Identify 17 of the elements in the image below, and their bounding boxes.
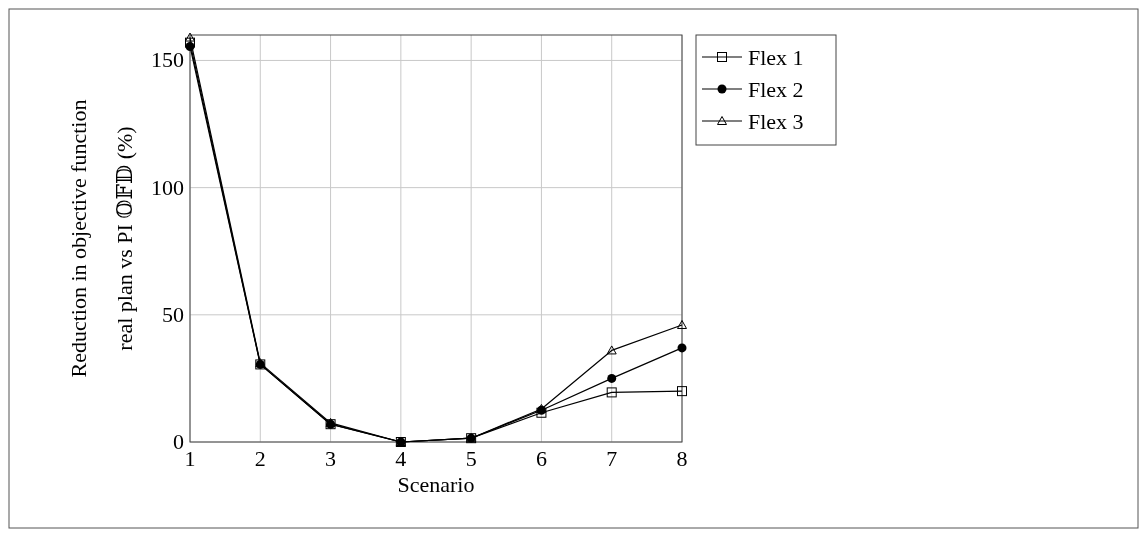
x-tick-label: 7 — [606, 446, 618, 471]
x-tick-label: 1 — [184, 446, 196, 471]
y-axis-title: Reduction in objective function real plan vs PI 𝕆𝔽𝔻 (%) — [66, 99, 137, 378]
y-tick-label: 150 — [151, 47, 184, 73]
x-tick-label: 4 — [395, 446, 407, 471]
x-tick-label: 5 — [465, 446, 477, 471]
x-axis-title: Scenario — [397, 472, 475, 497]
x-tick-label: 6 — [535, 446, 547, 471]
legend-label: Flex 2 — [748, 77, 804, 102]
x-tick-label: 3 — [325, 446, 337, 471]
y-tick-label: 0 — [173, 429, 184, 454]
legend-label: Flex 3 — [748, 109, 804, 134]
y-tick-label: 50 — [162, 301, 184, 327]
x-tick-label: 8 — [676, 446, 688, 471]
x-tick-label: 2 — [254, 446, 266, 471]
y-tick-label: 100 — [151, 174, 184, 200]
legend-label: Flex 1 — [748, 45, 804, 70]
